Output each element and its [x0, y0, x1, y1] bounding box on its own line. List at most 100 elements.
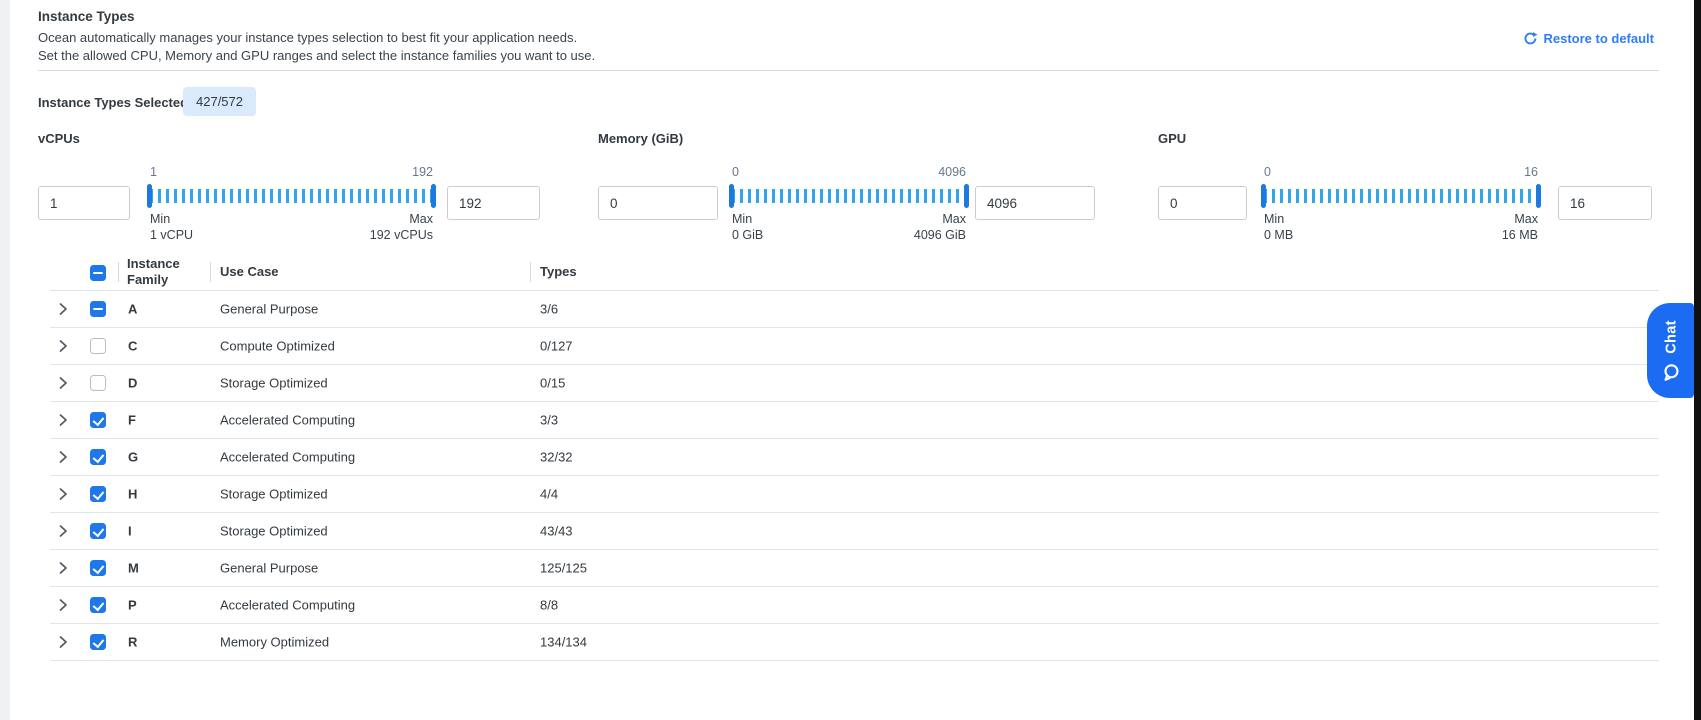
row-checkbox[interactable]: [90, 301, 106, 317]
header-divider-2: [210, 262, 211, 282]
types-cell: 32/32: [540, 449, 573, 465]
chat-label: Chat: [1662, 319, 1679, 354]
select-all-checkbox[interactable]: [90, 265, 106, 281]
vcpu-max-handle[interactable]: [431, 184, 436, 208]
types-cell: 125/125: [540, 560, 587, 576]
expand-chevron-icon[interactable]: [55, 449, 71, 465]
instance-types-selected-label: Instance Types Selected:: [38, 95, 193, 110]
table-row: G Accelerated Computing 32/32: [50, 439, 1659, 476]
vcpu-min-handle[interactable]: [147, 184, 152, 208]
gpu-tick-marks: [1264, 189, 1538, 203]
usecase-cell: Storage Optimized: [220, 375, 328, 391]
chat-button[interactable]: Chat: [1647, 303, 1694, 398]
row-checkbox[interactable]: [90, 560, 106, 576]
usecase-cell: General Purpose: [220, 560, 319, 576]
memory-max-input[interactable]: [975, 186, 1095, 220]
header-divider-3: [530, 262, 531, 282]
family-cell: I: [128, 523, 132, 539]
usecase-cell: Memory Optimized: [220, 634, 330, 650]
description-line-2: Set the allowed CPU, Memory and GPU rang…: [38, 48, 596, 63]
memory-min-tick-label: 0: [732, 165, 739, 179]
table-body: A General Purpose 3/6 C Compute Optimize…: [50, 291, 1659, 661]
family-cell: D: [128, 375, 138, 391]
usecase-cell: Accelerated Computing: [220, 412, 356, 428]
vcpu-min-caption: Min 1 vCPU: [150, 212, 194, 242]
memory-label: Memory (GiB): [598, 131, 684, 146]
page-title: Instance Types: [38, 9, 135, 24]
types-cell: 3/3: [540, 412, 559, 428]
usecase-cell: Accelerated Computing: [220, 449, 356, 465]
usecase-cell: Storage Optimized: [220, 523, 328, 539]
row-checkbox[interactable]: [90, 486, 106, 502]
table-row: H Storage Optimized 4/4: [50, 476, 1659, 513]
table-row: C Compute Optimized 0/127: [50, 328, 1659, 365]
restore-icon: [1523, 31, 1538, 46]
usecase-cell: Storage Optimized: [220, 486, 328, 502]
gpu-max-caption: Max 16 MB: [1501, 212, 1538, 242]
vcpu-max-input[interactable]: [447, 186, 540, 220]
family-cell: R: [128, 634, 138, 650]
family-cell: C: [128, 338, 138, 354]
usecase-cell: General Purpose: [220, 301, 319, 317]
column-header-use-case: Use Case: [220, 264, 279, 279]
memory-max-caption: Max 4096 GiB: [913, 212, 966, 242]
restore-to-default-button[interactable]: Restore to default: [1523, 31, 1654, 46]
gpu-slider-track[interactable]: 0 16 Min 0 MB Max 16 MB: [1261, 165, 1541, 247]
row-checkbox[interactable]: [90, 412, 106, 428]
expand-chevron-icon[interactable]: [55, 634, 71, 650]
gpu-min-caption: Min 0 MB: [1264, 212, 1294, 242]
expand-chevron-icon[interactable]: [55, 523, 71, 539]
table-header: Instance Family Use Case Types: [50, 254, 1659, 291]
left-gutter: [0, 0, 10, 720]
row-checkbox[interactable]: [90, 634, 106, 650]
gpu-max-handle[interactable]: [1536, 184, 1541, 208]
gpu-min-tick-label: 0: [1264, 165, 1271, 179]
vcpu-min-input[interactable]: [38, 186, 130, 220]
table-row: F Accelerated Computing 3/3: [50, 402, 1659, 439]
vcpu-min-tick-label: 1: [150, 165, 157, 179]
types-cell: 8/8: [540, 597, 559, 613]
expand-chevron-icon[interactable]: [55, 560, 71, 576]
table-row: A General Purpose 3/6: [50, 291, 1659, 328]
expand-chevron-icon[interactable]: [55, 301, 71, 317]
gpu-min-handle[interactable]: [1261, 184, 1266, 208]
types-cell: 43/43: [540, 523, 573, 539]
expand-chevron-icon[interactable]: [55, 338, 71, 354]
expand-chevron-icon[interactable]: [55, 375, 71, 391]
memory-tick-marks: [732, 189, 966, 203]
family-cell: P: [128, 597, 137, 613]
vcpu-label: vCPUs: [38, 131, 80, 146]
gpu-max-tick-label: 16: [1524, 165, 1538, 179]
selected-count-badge: 427/572: [183, 87, 256, 116]
types-cell: 0/15: [540, 375, 566, 391]
types-cell: 4/4: [540, 486, 559, 502]
memory-min-input[interactable]: [598, 186, 718, 220]
header-divider-1: [118, 262, 119, 282]
column-header-types: Types: [540, 264, 577, 279]
header-divider: [38, 70, 1659, 71]
gpu-max-input[interactable]: [1558, 186, 1652, 220]
restore-label: Restore to default: [1543, 31, 1654, 46]
row-checkbox[interactable]: [90, 523, 106, 539]
chat-button-inner: Chat: [1661, 320, 1680, 381]
memory-min-handle[interactable]: [729, 184, 734, 208]
vcpu-slider-track[interactable]: 1 192 Min 1 vCPU Max 192 vCPUs: [147, 165, 436, 247]
gpu-min-input[interactable]: [1158, 186, 1247, 220]
types-cell: 0/127: [540, 338, 573, 354]
expand-chevron-icon[interactable]: [55, 412, 71, 428]
row-checkbox[interactable]: [90, 597, 106, 613]
family-cell: M: [128, 560, 139, 576]
row-checkbox[interactable]: [90, 449, 106, 465]
memory-max-tick-label: 4096: [938, 165, 966, 179]
row-checkbox[interactable]: [90, 338, 106, 354]
table-row: R Memory Optimized 134/134: [50, 624, 1659, 661]
expand-chevron-icon[interactable]: [55, 597, 71, 613]
family-cell: F: [128, 412, 136, 428]
row-checkbox[interactable]: [90, 375, 106, 391]
table-row: I Storage Optimized 43/43: [50, 513, 1659, 550]
memory-max-handle[interactable]: [964, 184, 969, 208]
memory-slider-track[interactable]: 0 4096 Min 0 GiB Max 4096 GiB: [729, 165, 969, 247]
expand-chevron-icon[interactable]: [55, 486, 71, 502]
types-cell: 134/134: [540, 634, 587, 650]
